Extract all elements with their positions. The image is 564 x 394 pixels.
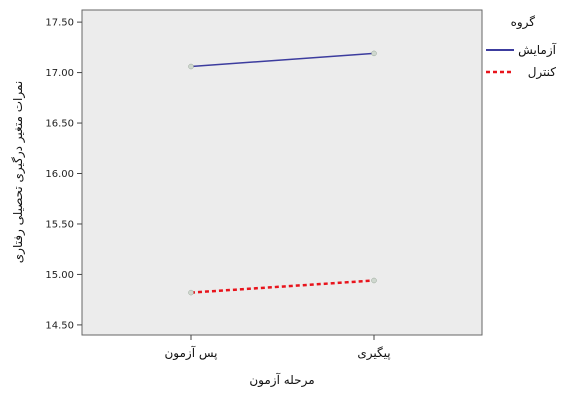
y-tick-label: 17.00 <box>45 68 74 79</box>
y-axis-ticks: 17.50 17.00 16.50 16.00 15.50 15.00 14.50 <box>45 18 82 331</box>
y-tick-label: 16.00 <box>45 169 74 180</box>
x-category-label: پیگیری <box>357 346 390 361</box>
y-tick-label: 15.50 <box>45 219 74 230</box>
x-axis-categories: پس آزمون پیگیری <box>164 335 391 361</box>
y-tick-label: 17.50 <box>45 18 74 29</box>
series-1-point <box>188 63 194 70</box>
series-line-1 <box>190 52 375 68</box>
y-tick-label: 15.00 <box>45 270 74 281</box>
series-layer <box>188 50 377 296</box>
series-2-point <box>188 289 194 296</box>
x-category-label: پس آزمون <box>164 345 217 361</box>
legend-title: گروه <box>511 15 536 30</box>
y-tick-label: 14.50 <box>45 320 74 331</box>
plot-area <box>81 9 483 336</box>
legend-label: کنترل <box>528 65 557 80</box>
y-axis-title: نمرات متغیر درگیری تحصیلی رفتاری <box>11 81 26 263</box>
series-2-point <box>371 277 377 284</box>
y-tick-label: 16.50 <box>45 119 74 130</box>
x-axis-title: مرحله آزمون <box>249 372 314 388</box>
series-1-point <box>371 50 377 57</box>
legend-label: آزمایش <box>518 42 557 58</box>
legend: آزمایش کنترل <box>486 42 557 80</box>
series-line-2 <box>190 279 375 294</box>
